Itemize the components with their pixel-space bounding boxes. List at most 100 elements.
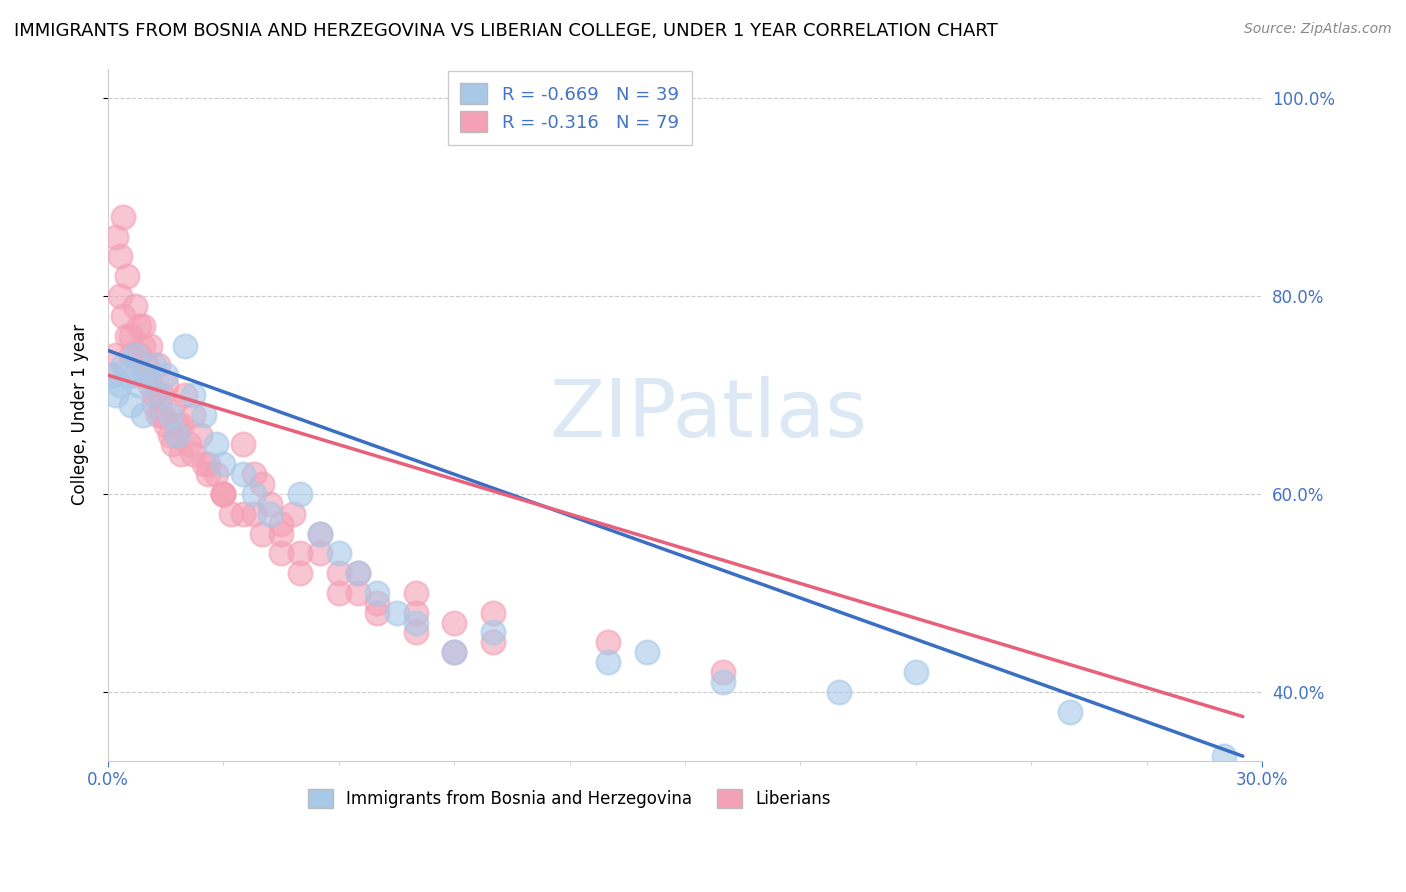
Point — [124, 348, 146, 362]
Point — [270, 546, 292, 560]
Point — [232, 437, 254, 451]
Point — [481, 635, 503, 649]
Text: ZIPatlas: ZIPatlas — [548, 376, 868, 454]
Point — [124, 299, 146, 313]
Point — [219, 507, 242, 521]
Point — [366, 586, 388, 600]
Point — [713, 674, 735, 689]
Point — [481, 606, 503, 620]
Point — [204, 467, 226, 482]
Point — [146, 388, 169, 402]
Point — [366, 596, 388, 610]
Point — [139, 338, 162, 352]
Point — [636, 645, 658, 659]
Point — [159, 427, 181, 442]
Point — [212, 487, 235, 501]
Point — [596, 655, 619, 669]
Point — [166, 427, 188, 442]
Point — [243, 467, 266, 482]
Point — [250, 526, 273, 541]
Point — [713, 665, 735, 679]
Point — [181, 388, 204, 402]
Point — [328, 566, 350, 580]
Point — [150, 408, 173, 422]
Point — [128, 318, 150, 333]
Point — [197, 457, 219, 471]
Point — [115, 328, 138, 343]
Y-axis label: College, Under 1 year: College, Under 1 year — [72, 324, 89, 506]
Point — [115, 269, 138, 284]
Point — [250, 477, 273, 491]
Point — [308, 526, 330, 541]
Point — [188, 427, 211, 442]
Text: IMMIGRANTS FROM BOSNIA AND HERZEGOVINA VS LIBERIAN COLLEGE, UNDER 1 YEAR CORRELA: IMMIGRANTS FROM BOSNIA AND HERZEGOVINA V… — [14, 22, 998, 40]
Point — [128, 348, 150, 362]
Point — [155, 368, 177, 383]
Point — [177, 437, 200, 451]
Point — [135, 359, 157, 373]
Point — [828, 685, 851, 699]
Point — [385, 606, 408, 620]
Point — [1059, 705, 1081, 719]
Point — [405, 615, 427, 630]
Point — [143, 388, 166, 402]
Point — [405, 625, 427, 640]
Point — [166, 417, 188, 432]
Point — [443, 645, 465, 659]
Point — [197, 467, 219, 482]
Point — [308, 526, 330, 541]
Point — [120, 398, 142, 412]
Point — [150, 388, 173, 402]
Point — [212, 487, 235, 501]
Point — [232, 467, 254, 482]
Point — [120, 348, 142, 362]
Point — [204, 437, 226, 451]
Point — [135, 368, 157, 383]
Point — [101, 368, 124, 383]
Point — [193, 457, 215, 471]
Point — [104, 388, 127, 402]
Point — [135, 368, 157, 383]
Point — [347, 566, 370, 580]
Point — [181, 408, 204, 422]
Point — [101, 368, 124, 383]
Point — [104, 348, 127, 362]
Point — [290, 566, 312, 580]
Point — [366, 606, 388, 620]
Point — [120, 328, 142, 343]
Point — [405, 586, 427, 600]
Point — [481, 625, 503, 640]
Point — [162, 437, 184, 451]
Point — [347, 586, 370, 600]
Point — [139, 378, 162, 392]
Point — [143, 359, 166, 373]
Point — [146, 408, 169, 422]
Point — [170, 417, 193, 432]
Point — [131, 338, 153, 352]
Point — [181, 447, 204, 461]
Point — [112, 359, 135, 373]
Point — [170, 447, 193, 461]
Point — [115, 368, 138, 383]
Point — [405, 606, 427, 620]
Point — [259, 497, 281, 511]
Point — [290, 487, 312, 501]
Point — [328, 546, 350, 560]
Point — [108, 250, 131, 264]
Point — [596, 635, 619, 649]
Point — [347, 566, 370, 580]
Point — [281, 507, 304, 521]
Text: Source: ZipAtlas.com: Source: ZipAtlas.com — [1244, 22, 1392, 37]
Point — [131, 318, 153, 333]
Point — [243, 487, 266, 501]
Point — [108, 289, 131, 303]
Point — [146, 359, 169, 373]
Point — [443, 615, 465, 630]
Point — [1212, 749, 1234, 764]
Point — [174, 388, 197, 402]
Point — [112, 210, 135, 224]
Point — [108, 378, 131, 392]
Point — [328, 586, 350, 600]
Point — [270, 526, 292, 541]
Point — [128, 378, 150, 392]
